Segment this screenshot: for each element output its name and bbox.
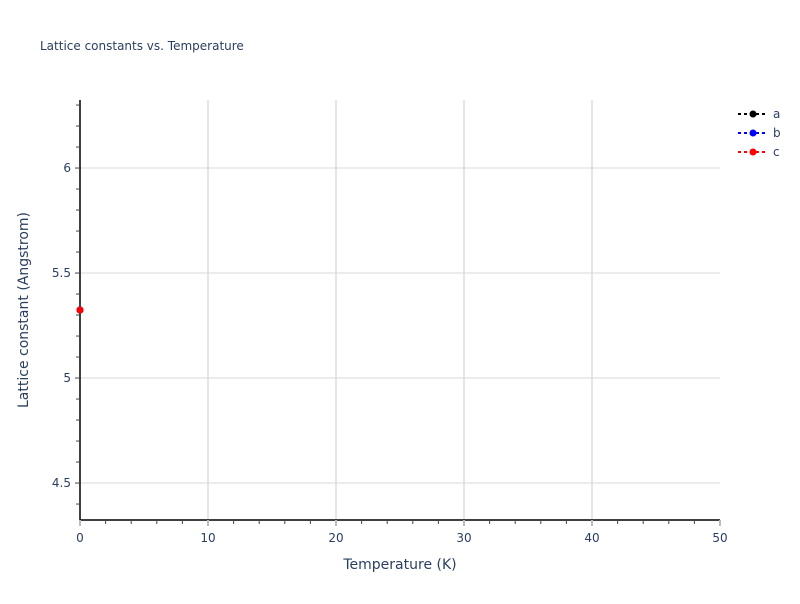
y-tick-label: 5.5 (52, 266, 71, 280)
legend-marker-a (749, 110, 757, 118)
y-tick-label: 5 (63, 371, 71, 385)
x-tick-label: 50 (712, 531, 727, 545)
x-axis-title: Temperature (K) (342, 557, 456, 573)
y-tick-label: 6 (63, 161, 71, 175)
legend-marker-c (749, 148, 757, 156)
data-point-c (76, 306, 84, 314)
series-layer (76, 306, 84, 314)
y-axis-ticks: 4.5 5 5.5 6 (52, 104, 80, 505)
legend-label-b: b (773, 126, 781, 140)
legend-label-a: a (773, 107, 780, 121)
x-tick-label: 30 (456, 531, 471, 545)
legend-item-b[interactable]: b (738, 126, 781, 140)
legend-item-c[interactable]: c (738, 145, 780, 159)
legend-item-a[interactable]: a (738, 107, 780, 121)
legend[interactable]: abc (738, 107, 781, 159)
y-tick-label: 4.5 (52, 476, 71, 490)
y-axis-title: Lattice constant (Angstrom) (16, 212, 32, 408)
series-c (76, 306, 84, 314)
grid (80, 100, 720, 520)
legend-label-c: c (773, 145, 780, 159)
x-tick-label: 10 (200, 531, 215, 545)
chart-title: Lattice constants vs. Temperature (40, 39, 244, 53)
legend-marker-b (749, 129, 757, 137)
x-tick-label: 0 (76, 531, 84, 545)
axes (79, 100, 720, 521)
x-tick-label: 20 (328, 531, 343, 545)
x-axis-ticks: 0 10 20 30 40 50 (76, 520, 728, 545)
x-tick-label: 40 (584, 531, 599, 545)
